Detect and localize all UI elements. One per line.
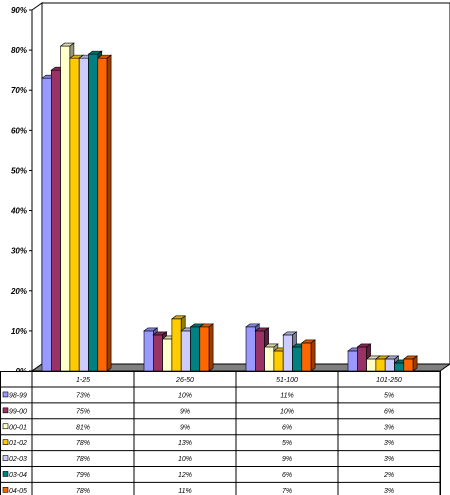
- bar-side: [412, 355, 418, 372]
- y-tick-label: 10%: [11, 327, 27, 336]
- bars: [41, 42, 419, 372]
- y-tick-label: 30%: [11, 247, 27, 256]
- y-tick-label: 60%: [11, 126, 27, 135]
- bar-side: [106, 54, 112, 372]
- y-tick-label: 20%: [10, 287, 27, 296]
- data-label: 3%: [384, 456, 394, 463]
- bar-front: [162, 338, 173, 372]
- legend-swatch: [2, 439, 9, 445]
- data-label: 73%: [76, 392, 90, 399]
- data-label: 11%: [178, 488, 192, 495]
- legend-swatch: [2, 455, 9, 461]
- legend-swatch: [2, 407, 9, 414]
- bar-04-05-1-25: [96, 54, 112, 372]
- data-label: 7%: [282, 488, 292, 495]
- data-label: 10%: [178, 456, 192, 463]
- data-label: 6%: [282, 424, 292, 431]
- data-label: 9%: [282, 456, 292, 463]
- legend-series-name: 99-00: [9, 408, 27, 415]
- bar-front: [153, 334, 163, 372]
- data-label: 81%: [76, 424, 90, 431]
- bar-front: [356, 346, 367, 372]
- bar-front: [273, 350, 284, 372]
- bar-front: [384, 358, 395, 372]
- data-table: 1-25 26-50 51-100 101-250 98-99 73% 10% 11% 5% 99…: [0, 371, 441, 495]
- bar-front: [88, 53, 99, 372]
- y-axis: 0%10%20%30%40%50%60%70%80%90%: [10, 6, 32, 376]
- legend-series-name: 04-05: [9, 488, 27, 495]
- category-label: 1-25: [76, 377, 90, 384]
- data-label: 3%: [384, 440, 394, 447]
- data-label: 3%: [384, 488, 394, 495]
- y-tick-label: 70%: [11, 86, 27, 95]
- category-label: 51-100: [276, 377, 298, 384]
- category-label: 26-50: [175, 377, 194, 384]
- legend-series-name: 01-02: [9, 440, 27, 447]
- plot-side-wall: [31, 2, 43, 372]
- data-label: 78%: [76, 456, 90, 463]
- data-label: 9%: [180, 424, 190, 431]
- legend-series-name: 00-01: [9, 424, 27, 431]
- table-frame: [0, 371, 441, 495]
- bar-front: [190, 326, 201, 372]
- legend-series-name: 03-04: [9, 472, 27, 479]
- data-label: 78%: [76, 488, 90, 495]
- bar-04-05-101-250: [402, 355, 419, 372]
- bar-front: [403, 358, 414, 372]
- bar-front: [292, 346, 303, 372]
- bar-front: [366, 358, 377, 372]
- data-label: 6%: [384, 408, 394, 415]
- bar-front: [199, 326, 210, 372]
- bar-front: [41, 77, 52, 372]
- legend-series-name: 98-99: [9, 392, 27, 399]
- plot-area: [30, 2, 450, 372]
- legend-series-name: 02-03: [9, 456, 27, 463]
- y-tick-label: 40%: [10, 207, 27, 216]
- data-label: 9%: [180, 408, 190, 415]
- bar-front: [375, 358, 386, 372]
- bar-front: [50, 69, 61, 372]
- data-label: 13%: [178, 440, 192, 447]
- bar-front: [69, 57, 80, 372]
- bar-front: [180, 330, 191, 372]
- data-label: 3%: [384, 424, 394, 431]
- y-tick-label: 90%: [11, 6, 27, 15]
- bar-front: [282, 334, 293, 372]
- bar-side: [208, 323, 214, 372]
- legend-swatch: [2, 471, 9, 477]
- data-label: 10%: [280, 408, 294, 415]
- data-label: 75%: [76, 408, 90, 415]
- legend-swatch: [2, 423, 9, 430]
- category-label: 101-250: [376, 377, 402, 384]
- bar-front: [301, 342, 312, 372]
- y-tick-label: 80%: [11, 46, 27, 55]
- data-label: 2%: [383, 472, 394, 479]
- bar-front: [264, 346, 275, 372]
- legend-swatch: [2, 487, 9, 493]
- data-label: 10%: [178, 392, 192, 399]
- bar-front: [245, 326, 256, 372]
- bar-front: [78, 57, 89, 372]
- bar-front: [255, 330, 265, 372]
- bar-front: [97, 57, 108, 372]
- legend-swatch: [2, 391, 9, 398]
- y-tick-label: 50%: [11, 166, 27, 175]
- bar-04-05-26-50: [198, 323, 215, 372]
- bar-04-05-51-100: [300, 339, 317, 372]
- data-label: 5%: [282, 440, 292, 447]
- bar-side: [310, 339, 316, 372]
- data-label: 6%: [282, 472, 292, 479]
- data-label: 79%: [76, 472, 90, 479]
- data-label: 11%: [280, 392, 294, 399]
- bar-front: [347, 350, 358, 372]
- data-label: 78%: [76, 440, 90, 447]
- data-label: 12%: [178, 472, 192, 479]
- bar-front: [143, 330, 154, 372]
- data-label: 5%: [384, 392, 394, 399]
- bar-front: [394, 362, 405, 372]
- bar-front: [171, 318, 182, 372]
- bar-front: [60, 45, 71, 372]
